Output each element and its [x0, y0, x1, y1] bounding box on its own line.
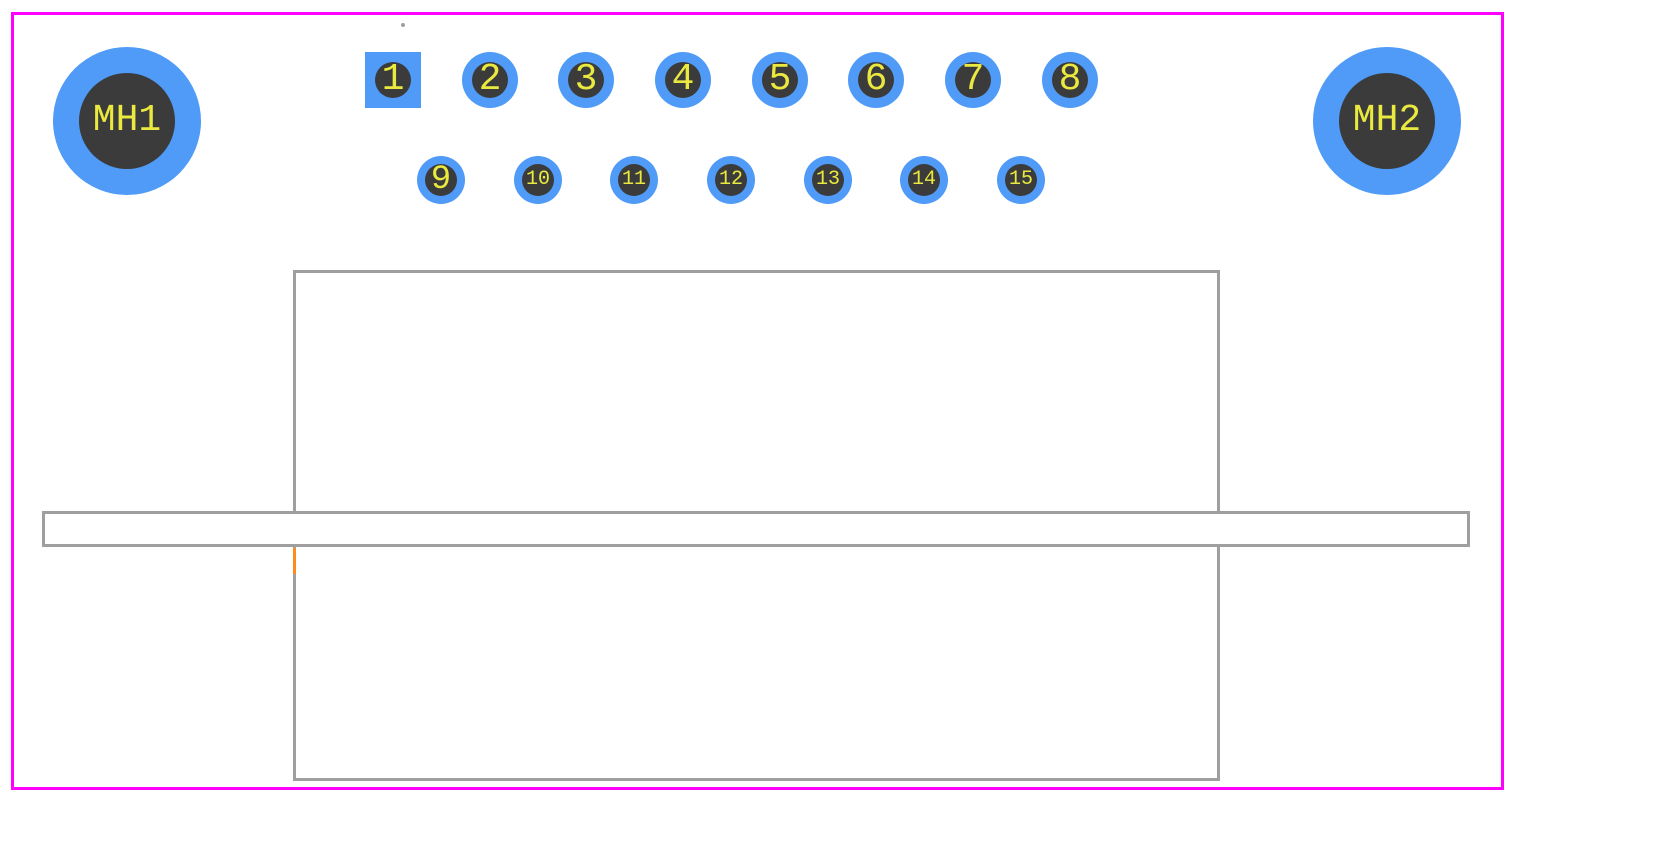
mh2: MH2: [1313, 47, 1461, 195]
pin-3: 3: [558, 52, 614, 108]
pin-9-label: 9: [431, 163, 451, 197]
pin-8: 8: [1042, 52, 1098, 108]
pin-5-label: 5: [769, 61, 792, 99]
pin-15-label: 15: [1009, 170, 1033, 190]
pin-14: 14: [900, 156, 948, 204]
pin-6: 6: [848, 52, 904, 108]
pin-6-label: 6: [865, 61, 888, 99]
pin-5: 5: [752, 52, 808, 108]
pin-9: 9: [417, 156, 465, 204]
pin-10: 10: [514, 156, 562, 204]
mh1: MH1: [53, 47, 201, 195]
pin-13: 13: [804, 156, 852, 204]
pin-7-label: 7: [962, 61, 985, 99]
pin-2: 2: [462, 52, 518, 108]
pin-10-label: 10: [526, 170, 550, 190]
flange-outline: [42, 511, 1470, 547]
pin-12-label: 12: [719, 170, 743, 190]
pin-11: 11: [610, 156, 658, 204]
pin-11-label: 11: [622, 170, 646, 190]
pin-3-label: 3: [575, 61, 598, 99]
mh1-label: MH1: [93, 102, 161, 140]
pin-2-label: 2: [479, 61, 502, 99]
pin-12: 12: [707, 156, 755, 204]
orange-mark: [293, 548, 296, 574]
pin-1-label: 1: [382, 61, 405, 99]
origin-marker: [401, 23, 405, 27]
pin-4: 4: [655, 52, 711, 108]
pin-1: 1: [365, 52, 421, 108]
pin-13-label: 13: [816, 170, 840, 190]
mh2-label: MH2: [1353, 102, 1421, 140]
pin-8-label: 8: [1059, 61, 1082, 99]
pin-15: 15: [997, 156, 1045, 204]
pin-7: 7: [945, 52, 1001, 108]
pin-14-label: 14: [912, 170, 936, 190]
pin-4-label: 4: [672, 61, 695, 99]
